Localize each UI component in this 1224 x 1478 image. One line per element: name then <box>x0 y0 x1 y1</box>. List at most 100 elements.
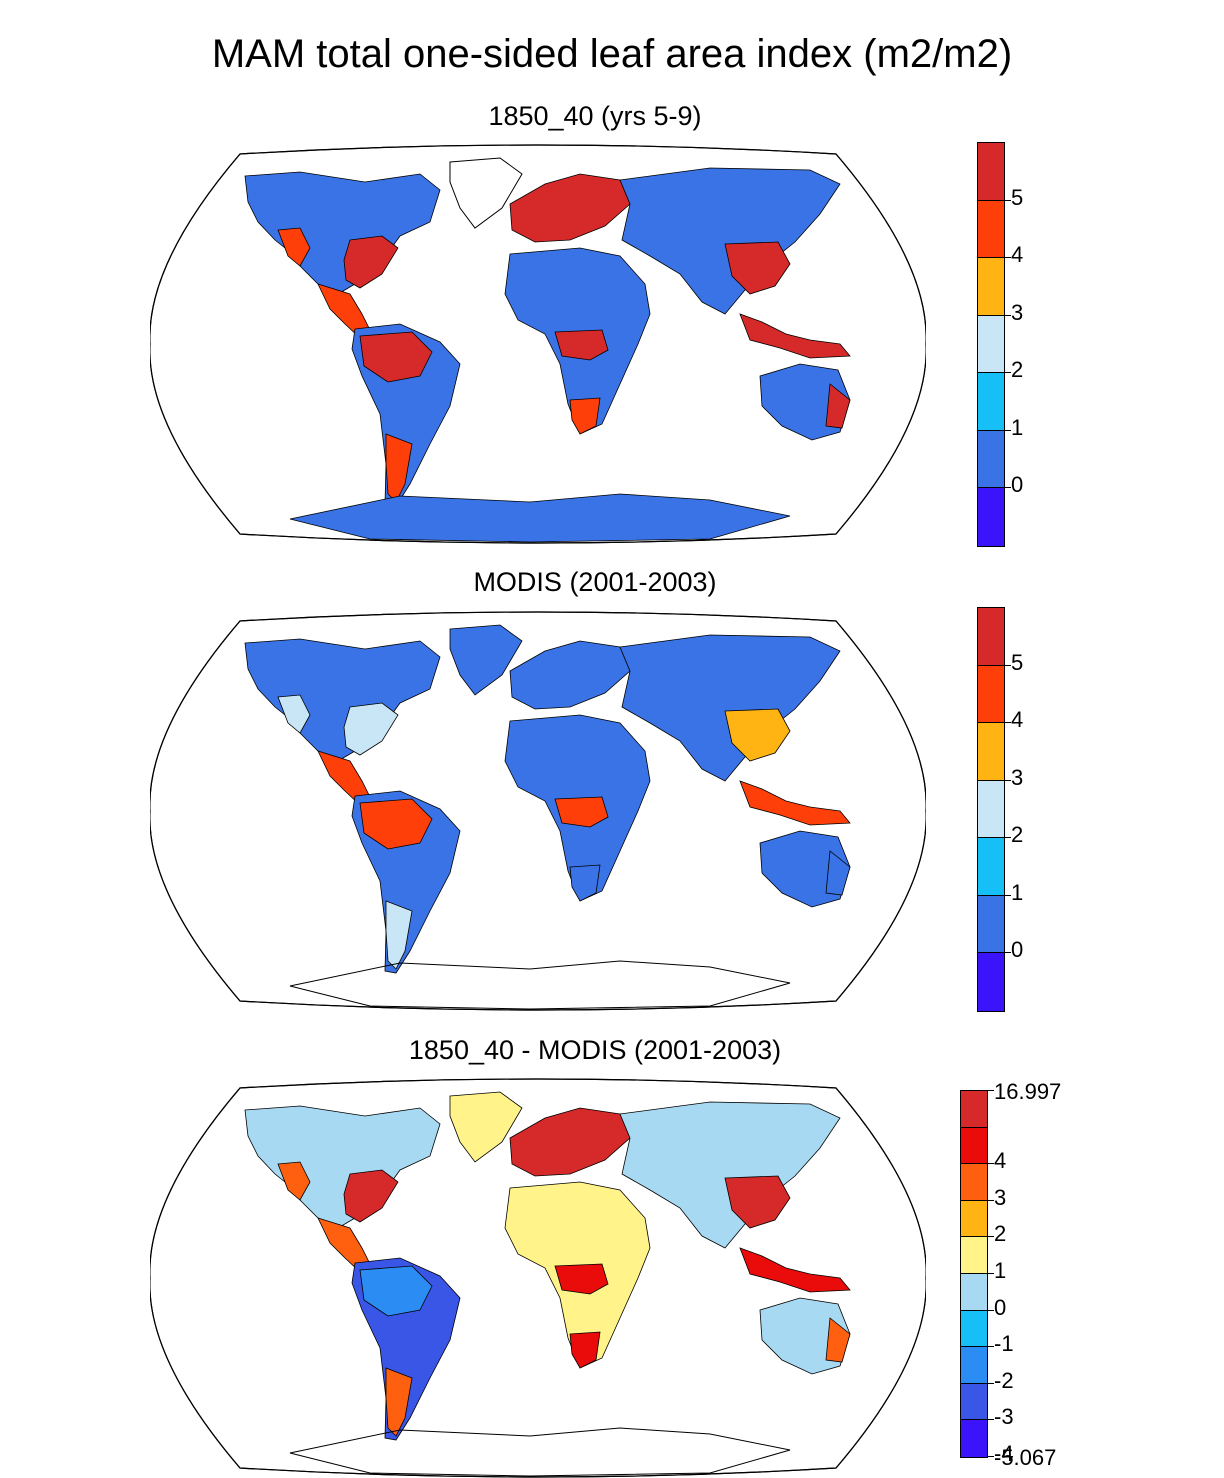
colorbar-label: 3 <box>1011 764 1024 790</box>
region-eur <box>509 1107 631 1177</box>
colorbar-tick <box>1005 429 1011 431</box>
colorbar-label: 4 <box>1011 242 1024 267</box>
map-border <box>150 611 926 1011</box>
region-nam_w <box>277 227 311 267</box>
colorbar-label: -2 <box>994 1367 1014 1393</box>
region-congo <box>554 796 609 828</box>
colorbar-tick <box>988 1382 994 1384</box>
colorbar-swatch <box>977 952 1005 1012</box>
region-amaz <box>359 331 433 383</box>
colorbar-swatch <box>977 664 1005 723</box>
colorbar-swatch <box>977 314 1005 373</box>
region-eur <box>509 173 631 243</box>
region-green <box>449 624 523 696</box>
region-nam_e <box>343 235 399 289</box>
colorbar-tick <box>1005 314 1011 316</box>
colorbar-swatch <box>977 779 1005 838</box>
colorbar-swatch <box>977 372 1005 431</box>
colorbar-label: 4 <box>994 1148 1007 1174</box>
region-seasia <box>739 1247 851 1293</box>
colorbar-tick <box>1005 952 1011 953</box>
colorbar-swatch <box>977 199 1005 258</box>
colorbar-label: 4 <box>1011 707 1024 732</box>
region-ause <box>825 850 851 896</box>
region-ause <box>825 1317 851 1363</box>
colorbar-swatch <box>977 607 1005 666</box>
colorbar-swatch <box>960 1199 988 1238</box>
colorbar-label: 16.997 <box>994 1079 1062 1104</box>
region-ant <box>289 493 791 543</box>
colorbar-diff: 16.997 4 3 2 1 0 -1 -2 -3 -4 -5.067 <box>960 1080 1080 1470</box>
main-title: MAM total one-sided leaf area index (m2/… <box>211 32 1013 76</box>
colorbar-label: 5 <box>1011 184 1024 210</box>
colorbar-swatch <box>977 722 1005 781</box>
region-china <box>724 1175 791 1229</box>
colorbar-tick <box>988 1309 994 1311</box>
colorbar-tick <box>988 1236 994 1238</box>
colorbar-tick <box>1005 257 1011 258</box>
region-nam_w <box>277 1161 311 1201</box>
colorbar-tick <box>1005 722 1011 723</box>
region-nam_w <box>277 694 311 734</box>
colorbar-label: -1 <box>994 1331 1014 1357</box>
colorbar-swatch <box>960 1382 988 1421</box>
region-amaz <box>359 798 433 850</box>
region-amaz <box>359 1265 433 1317</box>
map-border <box>150 144 926 544</box>
map-border <box>150 1078 926 1478</box>
colorbar-tick <box>988 1199 994 1201</box>
colorbar-tick <box>1005 199 1011 201</box>
colorbar-swatch <box>960 1346 988 1384</box>
colorbar-label: 3 <box>994 1184 1007 1210</box>
colorbar-tick <box>1005 894 1011 896</box>
panel-title-modis: MODIS (2001-2003) <box>473 567 717 597</box>
colorbar-tick <box>1005 664 1011 666</box>
colorbar-label: 0 <box>1011 472 1024 497</box>
colorbar-label: 0 <box>994 1294 1007 1320</box>
colorbar-label: -4 <box>994 1441 1014 1466</box>
colorbar-tick <box>988 1346 994 1348</box>
region-safr <box>569 397 601 435</box>
colorbar-label: -3 <box>994 1404 1014 1430</box>
colorbar-swatch <box>977 837 1005 896</box>
colorbar-model: 5 4 3 2 1 0 <box>977 142 1097 547</box>
panel-title-model: 1850_40 (yrs 5-9) <box>488 101 702 131</box>
colorbar-label: 2 <box>1011 822 1024 847</box>
colorbar-label: -5.067 <box>994 1445 1057 1470</box>
colorbar-swatch <box>977 142 1005 201</box>
colorbar-label: 2 <box>994 1221 1007 1247</box>
colorbar-swatch <box>960 1126 988 1165</box>
map-modis <box>150 611 926 1011</box>
colorbar-tick <box>988 1090 994 1091</box>
colorbar-label: 1 <box>1011 879 1024 905</box>
colorbar-swatch <box>960 1163 988 1201</box>
panel-title-diff: 1850_40 - MODIS (2001-2003) <box>408 1035 782 1065</box>
region-ause <box>825 383 851 429</box>
colorbar-swatch <box>977 487 1005 547</box>
colorbar-tick <box>1005 837 1011 838</box>
colorbar-swatch <box>960 1090 988 1128</box>
colorbar-swatch <box>960 1419 988 1458</box>
colorbar-label: 5 <box>1011 649 1024 675</box>
region-ant <box>289 960 791 1010</box>
region-congo <box>554 329 609 361</box>
colorbar-swatch <box>977 894 1005 953</box>
map-diff <box>150 1078 926 1478</box>
region-china <box>724 241 791 295</box>
region-congo <box>554 1263 609 1295</box>
region-sam_s <box>385 900 413 970</box>
colorbar-tick <box>988 1456 994 1457</box>
colorbar-label: 1 <box>994 1258 1007 1283</box>
colorbar-tick <box>1005 372 1011 373</box>
colorbar-label: 0 <box>1011 937 1024 962</box>
colorbar-label: 2 <box>1011 357 1024 382</box>
region-eur <box>509 640 631 710</box>
colorbar-modis: 5 4 3 2 1 0 <box>977 607 1097 1012</box>
region-green <box>449 1091 523 1163</box>
region-nam_e <box>343 702 399 756</box>
colorbar-swatch <box>977 429 1005 488</box>
colorbar-tick <box>1005 779 1011 781</box>
colorbar-swatch <box>960 1236 988 1274</box>
colorbar-tick <box>1005 487 1011 488</box>
colorbar-label: 3 <box>1011 299 1024 325</box>
